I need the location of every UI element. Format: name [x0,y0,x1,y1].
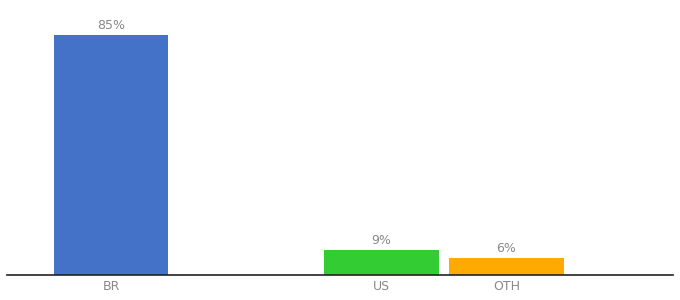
Text: 6%: 6% [496,242,517,255]
Text: 85%: 85% [97,20,125,32]
Bar [324,250,439,275]
Text: 9%: 9% [372,234,392,247]
Bar [449,258,564,275]
Bar [54,35,168,275]
